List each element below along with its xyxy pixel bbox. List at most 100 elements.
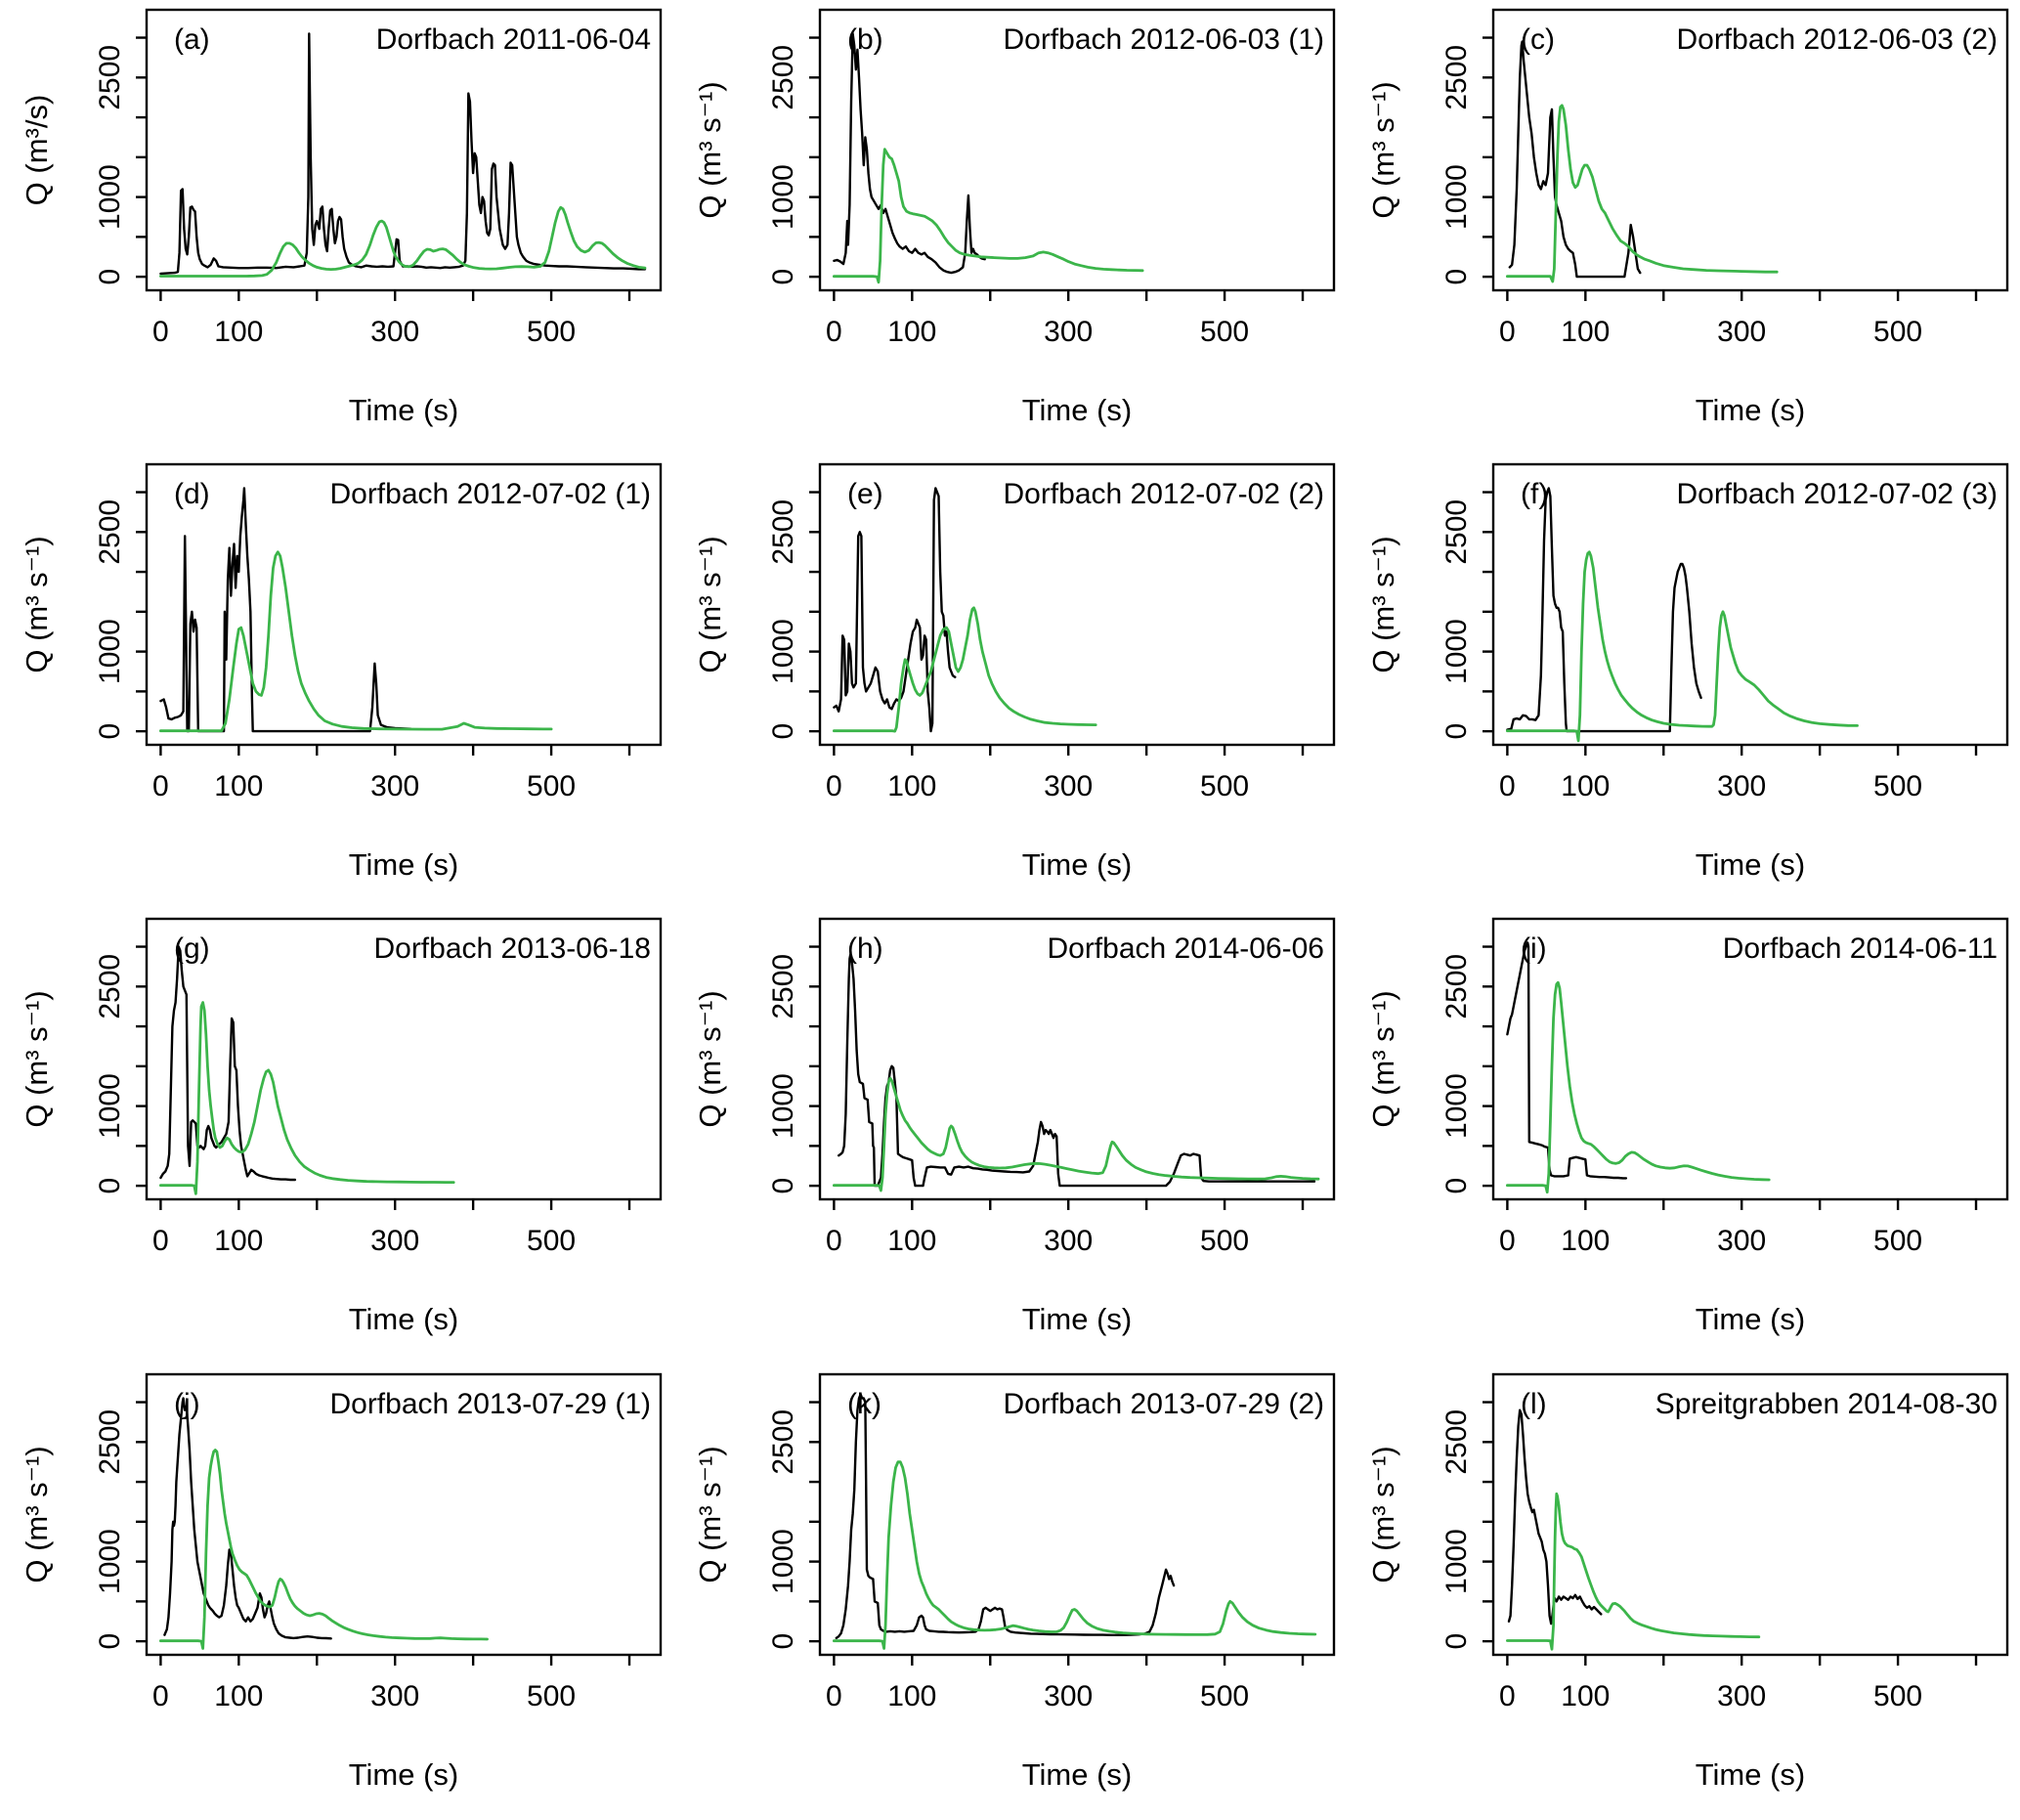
x-tick-label: 100 (214, 1225, 263, 1257)
y-axis-title: Q (m³/s) (20, 95, 54, 206)
x-tick-label: 100 (1561, 1680, 1610, 1712)
series-line-green (158, 1001, 455, 1195)
chart-panel-c: 0 100 300 500 0 1000 2500 Q (m³ s⁻¹) Time (s) (c)… (1366, 8, 2009, 427)
x-axis-title: Time (s) (1696, 847, 1806, 882)
panel-title: Dorfbach 2014-06-11 (1723, 932, 1998, 965)
y-tick-label: 1000 (1440, 619, 1473, 684)
y-tick-label: 1000 (1440, 1529, 1473, 1594)
x-tick-label: 0 (1499, 1680, 1516, 1712)
x-tick-label: 100 (1561, 770, 1610, 802)
panel-title: Dorfbach 2013-07-29 (1) (329, 1388, 651, 1420)
series-line-green (1505, 550, 1859, 743)
chart-panel-d: 0 100 300 500 0 1000 2500 Q (m³ s⁻¹) Time (s) (d)… (20, 462, 663, 882)
x-tick-label: 300 (1044, 1680, 1093, 1712)
y-tick-label: 0 (767, 1178, 799, 1194)
y-tick-label: 1000 (1440, 1073, 1473, 1139)
y-tick-label: 1000 (767, 164, 799, 230)
y-axis-title: Q (m³ s⁻¹) (1366, 81, 1400, 218)
plot-box (145, 462, 663, 747)
y-tick-label: 0 (1440, 269, 1473, 285)
panel-title: Dorfbach 2013-06-18 (373, 932, 651, 965)
y-axis-title: Q (m³ s⁻¹) (20, 1446, 54, 1582)
series-line-black (1508, 40, 1642, 279)
x-tick-label: 0 (826, 1680, 842, 1712)
plot-box (1491, 8, 2009, 292)
y-tick-label: 0 (94, 1178, 126, 1194)
panel-label: (h) (847, 932, 883, 965)
series-line-black (837, 953, 1316, 1188)
series-line-black (159, 32, 647, 276)
series-line-black (159, 945, 297, 1182)
chart-panel-f: 0 100 300 500 0 1000 2500 Q (m³ s⁻¹) Time (s) (f)… (1366, 462, 2009, 882)
x-tick-label: 0 (152, 770, 169, 802)
chart-panel-e: 0 100 300 500 0 1000 2500 Q (m³ s⁻¹) Time (s) (e)… (693, 462, 1336, 882)
x-tick-label: 300 (370, 1680, 419, 1712)
plot-box (145, 8, 663, 292)
x-axis-title: Time (s) (1696, 393, 1806, 427)
x-tick-label: 0 (1499, 1225, 1516, 1257)
x-tick-label: 100 (1561, 1225, 1610, 1257)
x-tick-label: 500 (527, 770, 576, 802)
y-tick-label: 2500 (767, 1409, 799, 1475)
y-tick-label: 2500 (94, 45, 126, 110)
x-tick-label: 500 (1200, 1225, 1249, 1257)
y-tick-label: 2500 (1440, 954, 1473, 1019)
x-axis-title: Time (s) (1022, 847, 1133, 882)
plot-box (818, 462, 1336, 747)
panel-title: Spreitgrabben 2014-08-30 (1655, 1388, 1998, 1420)
x-tick-label: 0 (152, 1680, 169, 1712)
series-line-green (158, 1449, 489, 1650)
x-axis-title: Time (s) (1696, 1757, 1806, 1792)
plot-box (1491, 917, 2009, 1201)
series-line-green (832, 1076, 1320, 1192)
x-axis-title: Time (s) (349, 1757, 459, 1792)
panel-label: (e) (847, 478, 883, 510)
y-tick-label: 2500 (94, 1409, 126, 1475)
panel-title: Dorfbach 2012-07-02 (3) (1676, 478, 1998, 510)
plot-box (145, 917, 663, 1201)
chart-panel-h: 0 100 300 500 0 1000 2500 Q (m³ s⁻¹) Time (s) (h)… (693, 917, 1336, 1336)
x-tick-label: 300 (370, 770, 419, 802)
y-tick-label: 1000 (767, 1529, 799, 1594)
x-tick-label: 0 (826, 770, 842, 802)
y-tick-label: 1000 (94, 619, 126, 684)
y-tick-label: 2500 (767, 45, 799, 110)
x-tick-label: 0 (152, 1225, 169, 1257)
series-line-green (832, 1460, 1317, 1650)
x-tick-label: 500 (1200, 770, 1249, 802)
series-line-black (1506, 487, 1702, 733)
x-tick-label: 300 (370, 1225, 419, 1257)
x-tick-label: 300 (1044, 770, 1093, 802)
x-tick-label: 100 (887, 770, 936, 802)
y-axis-title: Q (m³ s⁻¹) (693, 81, 727, 218)
plot-box (818, 8, 1336, 292)
panel-title: Dorfbach 2011-06-04 (376, 23, 651, 56)
x-tick-label: 0 (152, 316, 169, 348)
y-tick-label: 1000 (94, 1529, 126, 1594)
x-tick-label: 300 (1044, 316, 1093, 348)
y-axis-title: Q (m³ s⁻¹) (693, 536, 727, 672)
y-tick-label: 2500 (1440, 1409, 1473, 1475)
y-tick-label: 1000 (767, 619, 799, 684)
y-tick-label: 0 (94, 1633, 126, 1650)
y-tick-label: 0 (767, 723, 799, 740)
x-tick-label: 0 (1499, 770, 1516, 802)
x-axis-title: Time (s) (1696, 1302, 1806, 1336)
y-tick-label: 2500 (767, 954, 799, 1019)
y-tick-label: 0 (94, 269, 126, 285)
chart-panel-l: 0 100 300 500 0 1000 2500 Q (m³ s⁻¹) Time (s) (l)… (1366, 1372, 2009, 1792)
x-tick-label: 300 (370, 316, 419, 348)
x-tick-label: 500 (1873, 316, 1922, 348)
panel-title: Dorfbach 2012-07-02 (1) (329, 478, 651, 510)
x-tick-label: 500 (1200, 316, 1249, 348)
series-line-black (163, 1397, 332, 1640)
x-tick-label: 500 (1200, 1680, 1249, 1712)
chart-panel-a: 0 100 300 500 0 1000 2500 Q (m³/s) Time (s) (a) Do… (20, 8, 663, 427)
series-line-green (1505, 104, 1779, 283)
x-tick-label: 100 (887, 316, 936, 348)
y-tick-label: 0 (94, 723, 126, 740)
plot-box (145, 1372, 663, 1657)
x-tick-label: 100 (214, 316, 263, 348)
